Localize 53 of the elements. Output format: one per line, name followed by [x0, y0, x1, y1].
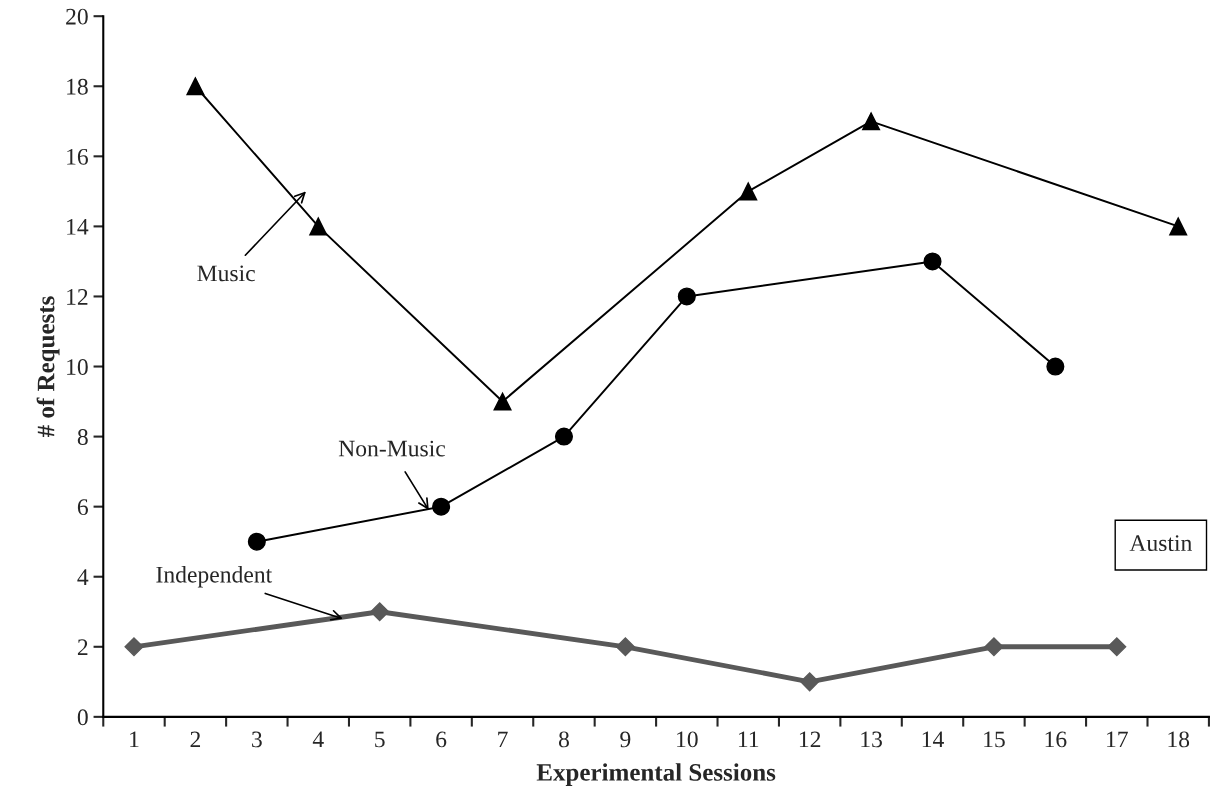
x-tick-label: 12: [799, 731, 821, 748]
point: [984, 637, 1004, 657]
y-tick-label: 8: [77, 429, 88, 446]
x-tick-label: 10: [677, 731, 698, 748]
x-tick-label: 6: [436, 731, 447, 748]
point: [800, 672, 820, 692]
point: [247, 532, 266, 551]
x-tick-label: 2: [190, 731, 201, 748]
x-tick-label: 9: [620, 731, 631, 748]
point: [862, 112, 881, 131]
y-tick-label: 6: [77, 499, 88, 516]
y-tick-label: 4: [77, 569, 89, 585]
point: [923, 252, 942, 271]
x-tick-label: 16: [1045, 731, 1067, 748]
x-tick-label: 8: [558, 731, 569, 748]
point: [1169, 217, 1188, 236]
series-label: Independent: [156, 566, 273, 588]
y-tick-label: 16: [67, 148, 88, 165]
y-tick-label: 2: [77, 639, 88, 655]
point: [677, 287, 696, 306]
point: [615, 637, 635, 657]
x-tick-label: 4: [312, 731, 324, 748]
x-axis-title: Experimental Sessions: [536, 763, 776, 786]
x-tick-label: 13: [861, 731, 882, 748]
x-tick-label: 3: [252, 731, 262, 748]
y-tick-label: 10: [67, 359, 88, 375]
point: [493, 392, 512, 411]
y-axis-title: # of Requests: [36, 296, 60, 438]
point: [309, 217, 328, 236]
y-tick-label: 20: [66, 8, 88, 25]
series-label: Non-Music: [338, 440, 446, 457]
x-tick-label: 1: [130, 731, 139, 748]
y-tick-label: 18: [67, 78, 88, 95]
point: [1046, 357, 1065, 376]
x-tick-label: 7: [498, 731, 508, 748]
y-tick-label: 12: [67, 289, 88, 305]
point: [370, 602, 390, 622]
x-tick-label: 11: [738, 731, 759, 748]
point: [739, 182, 758, 201]
y-tick-label: 0: [77, 709, 88, 726]
point: [124, 637, 144, 657]
x-tick-label: 5: [375, 731, 385, 748]
point: [186, 77, 205, 96]
text: Music: [197, 265, 255, 282]
x-tick-label: 14: [922, 731, 944, 748]
x-tick-label: 18: [1168, 731, 1190, 748]
point: [432, 497, 451, 516]
x-tick-label: 15: [984, 731, 1005, 748]
point: [1107, 637, 1127, 657]
annotation: Austin: [1129, 535, 1192, 552]
y-tick-label: 14: [67, 219, 89, 235]
point: [554, 427, 573, 446]
x-tick-label: 17: [1107, 731, 1128, 748]
